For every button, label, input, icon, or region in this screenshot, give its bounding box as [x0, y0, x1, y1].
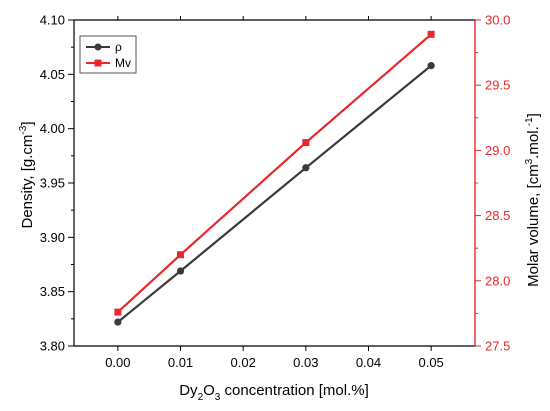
legend-label-rho: ρ	[115, 40, 122, 54]
right-tick-label: 30.0	[485, 13, 510, 28]
point-mv	[427, 30, 435, 38]
right-tick-label: 28.0	[485, 273, 510, 288]
point-rho	[176, 267, 185, 275]
x-tick-label: 0.00	[105, 355, 130, 370]
legend-label-mv: Mv	[115, 56, 131, 70]
x-tick-label: 0.02	[231, 355, 256, 370]
series-line-rho	[117, 64, 432, 323]
point-mv	[114, 308, 122, 316]
point-mv	[177, 251, 185, 259]
x-tick-label: 0.05	[418, 355, 443, 370]
right-tick-label: 28.5	[485, 208, 510, 223]
legend-marker-rho	[94, 43, 102, 51]
series-line-mv	[117, 33, 432, 313]
legend-marker-mv	[94, 59, 102, 67]
x-axis-title: Dy2O3 concentration [mol.%]	[179, 382, 369, 403]
left-tick-label: 3.90	[40, 230, 65, 245]
x-tick-label: 0.01	[168, 355, 193, 370]
point-rho	[302, 164, 310, 172]
left-tick-label: 4.05	[40, 67, 65, 82]
left-tick-label: 3.85	[40, 284, 65, 299]
left-axis-title: Density, [g.cm-3]	[18, 122, 36, 229]
point-mv	[302, 139, 310, 147]
point-rho	[427, 62, 435, 70]
legend: ρ Mv	[79, 35, 137, 74]
left-tick-label: 3.80	[40, 339, 65, 354]
right-axis-title: Molar volume, [cm3.mol.-1]	[524, 113, 542, 287]
legend-box	[79, 35, 137, 74]
left-tick-label: 4.10	[40, 13, 65, 28]
x-tick-label: 0.04	[356, 355, 381, 370]
right-tick-label: 29.0	[485, 143, 510, 158]
left-tick-label: 3.95	[40, 176, 65, 191]
left-tick-label: 4.00	[40, 121, 65, 136]
right-tick-label: 27.5	[485, 339, 510, 354]
x-tick-label: 0.03	[293, 355, 318, 370]
point-rho	[114, 318, 122, 326]
right-tick-label: 29.5	[485, 78, 510, 93]
